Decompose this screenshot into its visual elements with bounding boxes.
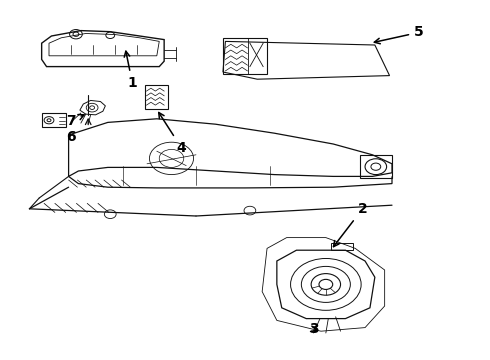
Text: 4: 4: [159, 112, 186, 154]
Text: 5: 5: [374, 26, 424, 44]
Text: 6: 6: [66, 130, 76, 144]
Text: 1: 1: [124, 51, 137, 90]
Text: 2: 2: [334, 202, 368, 247]
Text: 7: 7: [66, 114, 84, 127]
Text: 3: 3: [309, 323, 318, 336]
Bar: [42, 113, 66, 127]
